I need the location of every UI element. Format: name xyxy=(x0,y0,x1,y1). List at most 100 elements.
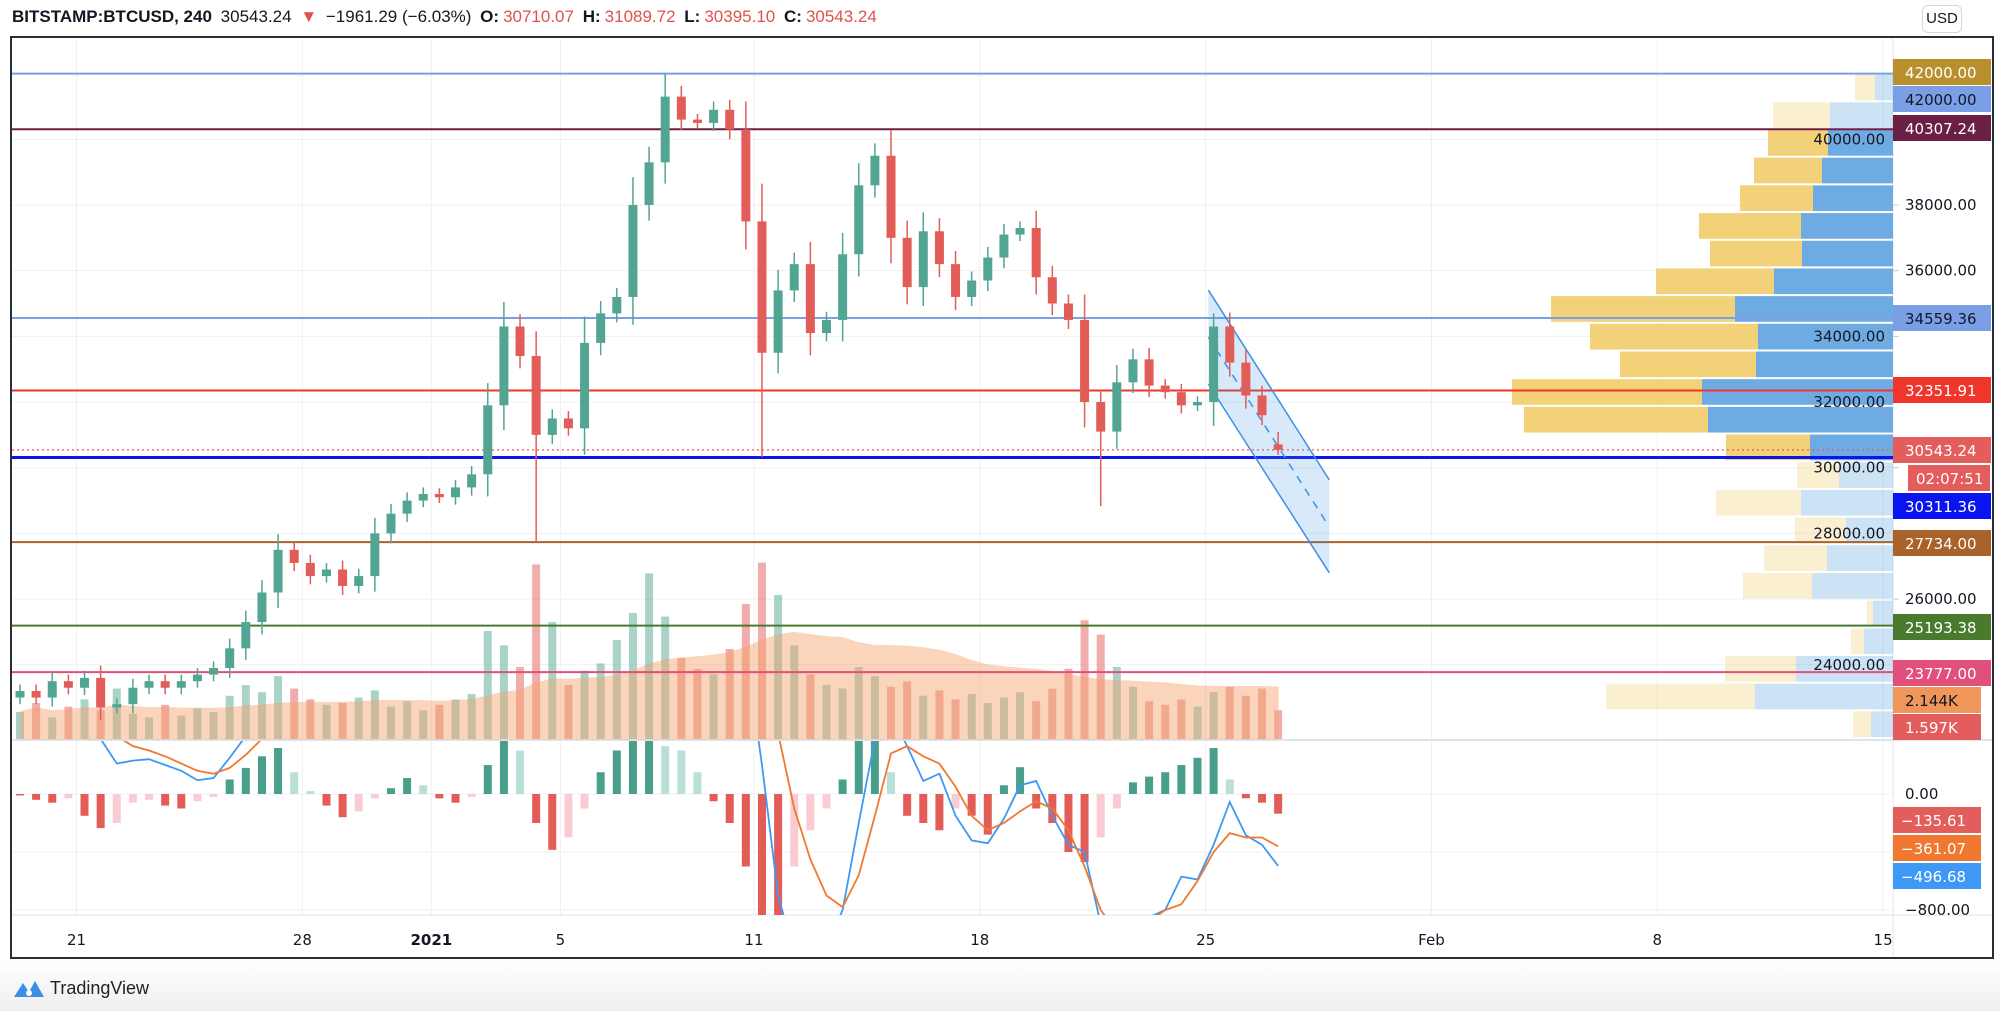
profile-down-volume xyxy=(1855,74,1875,101)
triangle-down-icon: ▼ xyxy=(300,7,318,26)
macd-histogram-bar xyxy=(1241,794,1250,799)
volume-bar xyxy=(919,695,928,739)
volume-bar xyxy=(725,649,734,739)
profile-down-volume xyxy=(1851,628,1864,655)
volume-bar xyxy=(128,713,137,739)
macd-histogram-bar xyxy=(1274,794,1283,814)
channel-middle-line xyxy=(1207,336,1330,528)
candle-body xyxy=(773,290,783,353)
volume-bar xyxy=(999,697,1008,739)
candle-body xyxy=(1096,402,1106,432)
volume-bar xyxy=(177,715,186,739)
candle-body xyxy=(515,326,525,357)
candle-body xyxy=(31,691,41,698)
volume-bar xyxy=(241,685,250,739)
profile-up-volume xyxy=(1813,185,1893,212)
profile-down-volume xyxy=(1743,572,1812,599)
candle-body xyxy=(644,162,654,205)
symbol-title[interactable]: BITSTAMP:BTCUSD, 240 xyxy=(12,7,212,26)
candle-body xyxy=(1144,359,1154,386)
macd-histogram-bar xyxy=(693,772,702,794)
volume-bar xyxy=(209,712,218,739)
profile-down-volume xyxy=(1710,240,1802,267)
candle-body xyxy=(660,96,670,163)
profile-down-volume xyxy=(1524,406,1708,433)
price-label-text: 02:07:51 xyxy=(1916,470,1983,488)
macd-histogram-bar xyxy=(548,794,557,850)
macd-histogram-bar xyxy=(596,772,605,794)
volume-bar xyxy=(887,686,896,739)
currency-button[interactable]: USD xyxy=(1922,5,1962,33)
volume-bar xyxy=(951,699,960,739)
chart-frame xyxy=(10,36,1994,959)
candle-body xyxy=(612,296,622,314)
macd-histogram-bar xyxy=(757,794,766,915)
profile-up-volume xyxy=(1812,572,1893,599)
candle-body xyxy=(1241,362,1251,396)
price-label-text: 30311.36 xyxy=(1905,498,1977,516)
symbol-legend: BITSTAMP:BTCUSD, 240 30543.24 ▼ −1961.29… xyxy=(12,2,881,32)
candle-body xyxy=(1257,395,1267,416)
profile-down-volume xyxy=(1725,656,1796,682)
volume-bar xyxy=(596,663,605,739)
candle-body xyxy=(209,668,219,675)
volume-bar xyxy=(290,688,299,739)
horizontal-lines[interactable] xyxy=(12,72,1893,674)
low-value: 30395.10 xyxy=(704,7,776,26)
macd-histogram-bar xyxy=(177,794,186,809)
candle-body xyxy=(1015,227,1025,235)
macd-histogram-bar xyxy=(612,750,621,794)
candle-body xyxy=(225,648,235,669)
candle-body xyxy=(563,418,573,429)
volume-bar xyxy=(64,706,73,739)
volume-bar xyxy=(628,613,637,739)
candle-body xyxy=(338,569,348,586)
volume-bar xyxy=(419,710,428,739)
volume-bar xyxy=(451,699,460,739)
candle-body xyxy=(822,319,831,334)
price-label-box xyxy=(1893,687,1981,713)
volume-bar xyxy=(870,676,879,739)
volume-bar xyxy=(435,704,444,739)
channel-lower-line xyxy=(1207,383,1330,574)
candle-body xyxy=(1273,444,1283,450)
time-tick-label: 5 xyxy=(556,931,566,949)
time-tick-label: 8 xyxy=(1652,931,1662,949)
macd-histogram-bar xyxy=(161,794,170,806)
volume-bars xyxy=(16,562,1283,740)
macd-histogram-bar xyxy=(838,779,847,794)
macd-histogram-bar xyxy=(1096,794,1105,838)
candle-body xyxy=(967,280,977,297)
macd-histogram-bar xyxy=(628,741,637,794)
tradingview-logo[interactable]: TradingView xyxy=(12,975,149,1001)
candle-body xyxy=(144,681,154,688)
profile-up-volume xyxy=(1875,74,1893,101)
macd-histogram-bar xyxy=(1193,757,1202,794)
profile-down-volume xyxy=(1620,351,1756,378)
candle-body xyxy=(128,687,138,705)
price-tick-label: 24000.00 xyxy=(1813,656,1885,674)
macd-histogram-bar xyxy=(1177,765,1186,794)
macd-histogram-bar xyxy=(1258,794,1267,803)
candle-body xyxy=(886,155,896,238)
macd-histogram-bar xyxy=(145,794,154,800)
candle-body xyxy=(402,500,412,514)
price-label-box xyxy=(1893,660,1991,686)
volume-bar xyxy=(612,640,621,739)
price-tick-label: 30000.00 xyxy=(1813,459,1885,477)
volume-bar xyxy=(532,564,541,739)
price-channel-drawing[interactable] xyxy=(1207,289,1330,574)
close-value: 30543.24 xyxy=(805,7,877,26)
volume-bar xyxy=(774,595,783,739)
candle-body xyxy=(63,681,73,688)
macd-histogram-bar xyxy=(1016,767,1025,794)
time-tick-label: 11 xyxy=(744,931,763,949)
axes[interactable]: 40000.00 38000.00 36000.00 34000.00 32000.00… xyxy=(67,130,1977,949)
candle-body xyxy=(321,569,331,577)
candle-body xyxy=(241,622,251,649)
volume-bar xyxy=(257,692,266,739)
macd-histogram-bar xyxy=(96,794,105,829)
profile-down-volume xyxy=(1867,600,1873,627)
price-label-box xyxy=(1893,59,1991,85)
